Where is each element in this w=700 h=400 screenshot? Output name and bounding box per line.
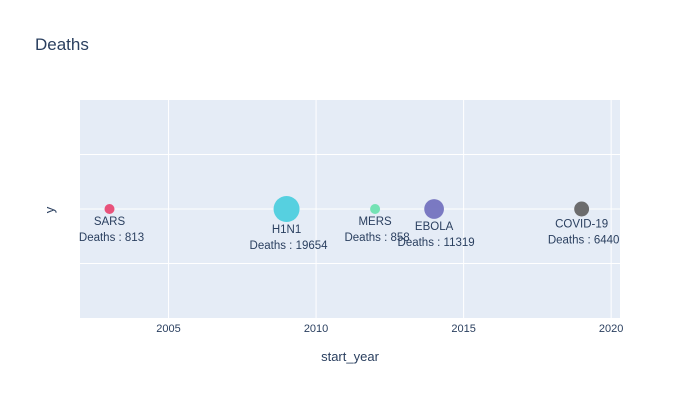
point-deaths-label: Deaths : 6440: [548, 234, 620, 246]
point-covid-19[interactable]: [574, 201, 590, 217]
x-tick-label: 2020: [599, 323, 623, 335]
x-tick-label: 2005: [156, 323, 180, 335]
point-name-label: EBOLA: [415, 221, 454, 233]
data-points: [104, 196, 590, 222]
point-labels: SARS Deaths : 813 H1N1 Deaths : 19654 MERS De…: [79, 216, 620, 252]
point-ebola[interactable]: [424, 199, 444, 219]
point-deaths-label: Deaths : 19654: [250, 240, 329, 252]
point-deaths-label: Deaths : 11319: [398, 237, 475, 249]
point-mers[interactable]: [370, 204, 381, 214]
point-name-label: H1N1: [272, 224, 301, 236]
y-axis-title: y: [42, 206, 57, 213]
point-h1n1[interactable]: [273, 196, 300, 222]
grid-lines: [80, 100, 620, 318]
point-deaths-label: Deaths : 813: [79, 232, 144, 244]
point-deaths-label: Deaths : 858: [344, 232, 409, 244]
chart-title: Deaths: [35, 35, 89, 54]
x-tick-label: 2010: [304, 323, 328, 335]
point-name-label: MERS: [358, 216, 392, 228]
x-axis-title: start_year: [321, 349, 379, 364]
point-name-label: COVID-19: [555, 218, 608, 230]
x-tick-labels: 2005 2010 2015 2020: [156, 323, 623, 335]
point-sars[interactable]: [104, 204, 115, 214]
x-tick-label: 2015: [451, 323, 475, 335]
point-name-label: SARS: [94, 216, 126, 228]
